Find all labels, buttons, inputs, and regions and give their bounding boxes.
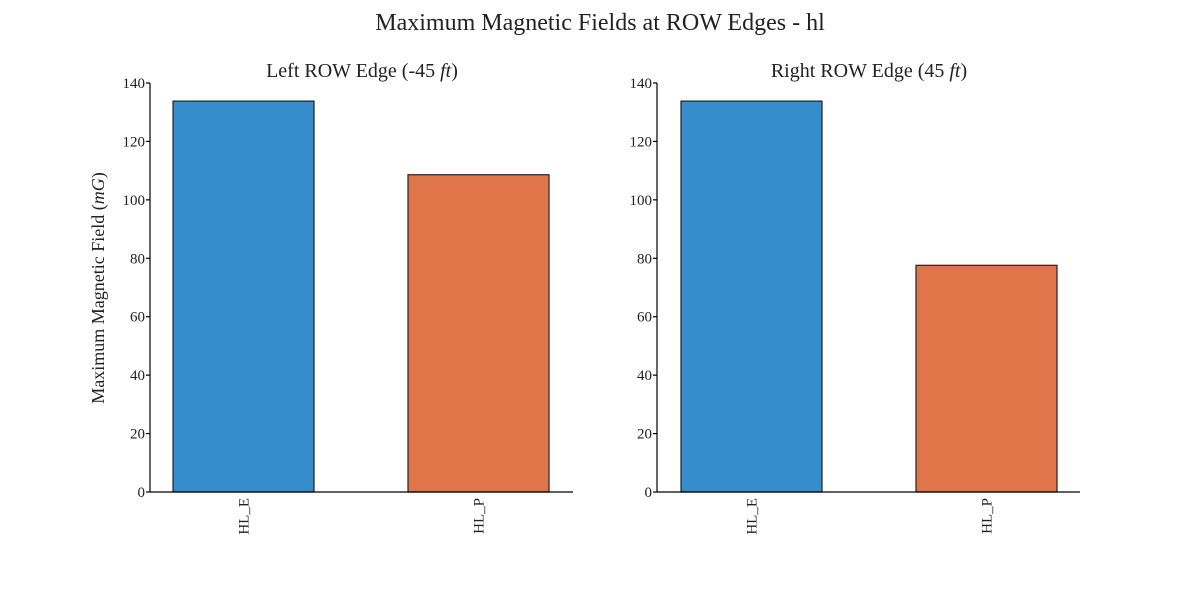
left-y-tick-label: 40 [130,368,145,384]
right-y-tick-label: 0 [645,485,653,501]
left-y-tick-label: 120 [123,134,146,150]
right-y-tick-label: 120 [630,134,653,150]
left-y-tick-label: 100 [123,193,146,209]
left-y-tick-label: 20 [130,427,145,443]
left-y-tick-label: 0 [138,485,146,501]
right-y-tick-label: 80 [637,251,652,267]
left-y-tick-label: 80 [130,251,145,267]
left-row-edge-chart: Left ROW Edge (-45 ft) Maximum Magnetic … [88,60,573,535]
right-x-tick-label: HL_E [745,498,761,535]
right-row-edge-chart: Right ROW Edge (45 ft) 0 20 40 60 80 100 120 14… [630,60,1080,535]
left-y-tick-label: 140 [123,76,146,92]
y-axis-label: Maximum Magnetic Field (mG) [88,172,109,403]
right-y-tick-label: 40 [637,368,652,384]
right-y-tick-label: 140 [630,76,653,92]
figure-title: Maximum Magnetic Fields at ROW Edges - h… [375,10,825,36]
right-chart-title: Right ROW Edge (45 ft) [771,60,967,82]
right-y-tick-label: 20 [637,427,652,443]
right-plot-area: 0 20 40 60 80 100 120 140 HL_E HL_P [630,76,1080,535]
right-bar-hl-e [680,100,823,493]
left-bar-hl-p [407,174,550,493]
left-x-tick-label: HL_E [237,498,253,535]
right-x-tick-label: HL_P [980,498,996,534]
left-y-tick-label: 60 [130,310,145,326]
right-y-tick-label: 60 [637,310,652,326]
left-bar-hl-e [172,100,315,493]
left-chart-title: Left ROW Edge (-45 ft) [266,60,458,82]
left-x-tick-label: HL_P [472,498,488,534]
left-plot-area: 0 20 40 60 80 100 120 140 HL_E HL_P [123,76,573,535]
right-bar-hl-p [915,264,1058,493]
right-y-tick-label: 100 [630,193,653,209]
